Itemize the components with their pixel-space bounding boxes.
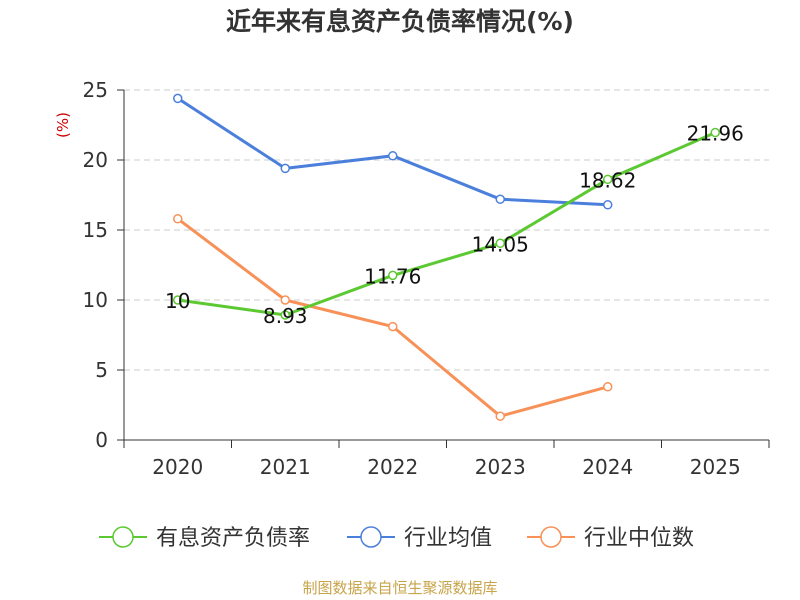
data-label: 18.62: [579, 168, 636, 192]
series-line-0: [176, 131, 717, 317]
legend-marker-icon: [112, 526, 134, 548]
data-point: [388, 321, 398, 332]
legend-label: 有息资产负债率: [156, 526, 310, 551]
x-tick-label: 2022: [367, 455, 418, 479]
data-point: [280, 310, 290, 320]
source-note: 制图数据来自恒生聚源数据库: [302, 579, 498, 597]
data-label: 14.05: [472, 232, 529, 256]
y-tick-label: 0: [95, 428, 108, 452]
data-point: [280, 163, 290, 174]
y-axis-title: (%): [54, 112, 72, 138]
series: [173, 93, 720, 421]
data-point: [388, 151, 398, 161]
legend-marker-icon: [360, 526, 382, 548]
y-tick-label: 25: [83, 78, 108, 102]
y-tick-label: 10: [83, 288, 108, 312]
data-point: [710, 127, 720, 138]
x-tick-label: 2023: [475, 455, 526, 479]
legend-marker-icon: [540, 526, 562, 548]
x-tick-label: 2025: [690, 455, 741, 479]
legend: 有息资产负债率 行业均值 行业中位数: [99, 526, 694, 551]
data-label: 10: [165, 289, 190, 313]
legend-label: 行业均值: [404, 526, 492, 551]
data-point: [603, 382, 613, 392]
data-point: [603, 200, 613, 210]
grid-lines: [124, 89, 769, 371]
legend-item-2[interactable]: 行业中位数: [527, 526, 694, 551]
x-tick-label: 2021: [260, 455, 311, 479]
data-point: [173, 93, 183, 104]
legend-item-1[interactable]: 行业均值: [347, 526, 492, 551]
chart-title: 近年来有息资产负债率情况(%): [226, 7, 574, 36]
data-point: [173, 214, 183, 224]
data-point: [280, 295, 290, 305]
data-label: 8.93: [263, 304, 308, 328]
data-point: [388, 270, 398, 281]
y-tick-label: 15: [83, 218, 108, 242]
data-label: 11.76: [364, 264, 421, 288]
data-label: 21.96: [687, 122, 744, 146]
legend-label: 行业中位数: [584, 526, 694, 551]
data-point: [173, 295, 183, 305]
data-point: [495, 411, 505, 421]
data-point: [495, 238, 505, 249]
x-tick-label: 2024: [582, 455, 633, 479]
series-line-2: [176, 217, 610, 418]
data-point: [495, 194, 505, 204]
data-labels: 10 8.93 11.76 14.05 18.62 21.96: [165, 122, 744, 328]
y-tick-label: 5: [95, 358, 108, 382]
y-tick-label: 20: [83, 148, 108, 172]
data-point: [603, 174, 613, 185]
legend-item-0[interactable]: 有息资产负债率: [99, 526, 310, 551]
x-tick-label: 2020: [152, 455, 203, 479]
